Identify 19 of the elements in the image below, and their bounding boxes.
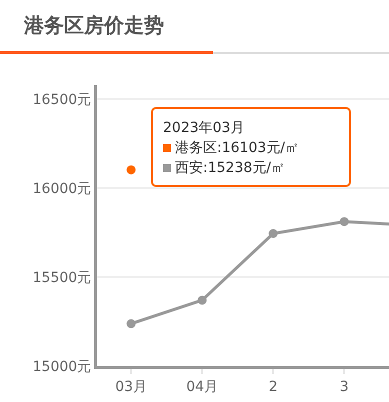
y-tick-label: 16000元 xyxy=(32,181,92,198)
annotation: 2023年03月 xyxy=(163,120,244,136)
legend-label: 西安 xyxy=(175,160,203,176)
point xyxy=(268,229,278,238)
x-tick-label: 2 xyxy=(268,378,278,395)
chart-title: 港务区房价走势 xyxy=(24,12,164,39)
annotation: :15238元/㎡ xyxy=(203,160,285,176)
y-tick-label: 15500元 xyxy=(32,270,92,286)
point xyxy=(126,319,136,328)
y-tick-label: 16500元 xyxy=(32,92,92,108)
annotation: :16103元/㎡ xyxy=(217,140,299,156)
x-tick-label: 3 xyxy=(340,378,349,395)
point xyxy=(126,165,136,174)
legend-label: 港务区 xyxy=(175,140,217,156)
y-tick-label: 15000元 xyxy=(32,358,92,375)
point xyxy=(198,296,207,305)
point xyxy=(340,217,349,226)
x-tick-label: 03月 xyxy=(115,378,148,395)
x-tick-label: 04月 xyxy=(186,378,218,395)
